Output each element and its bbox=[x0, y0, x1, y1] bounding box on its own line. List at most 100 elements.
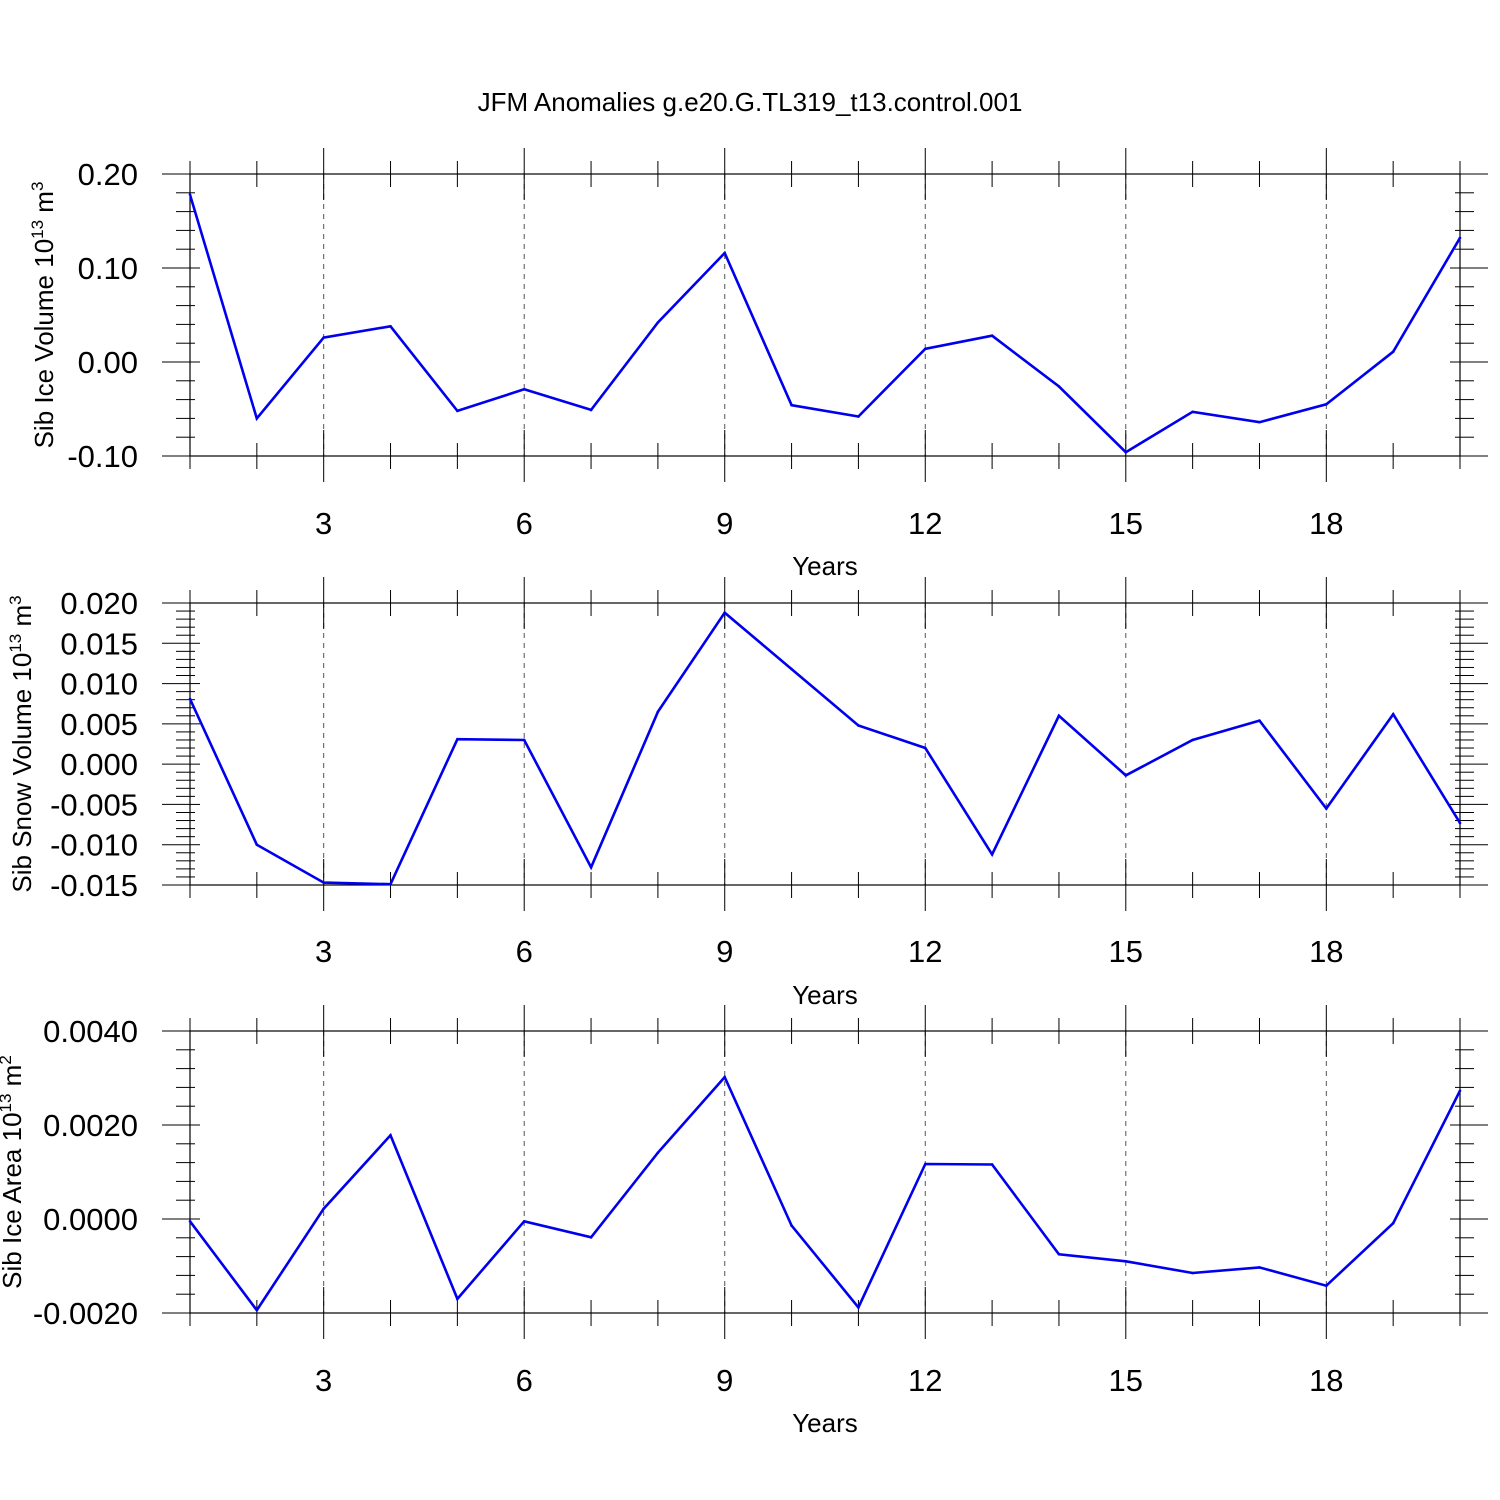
y-tick-label: 0.00 bbox=[78, 345, 138, 380]
data-point bbox=[389, 882, 392, 886]
data-point bbox=[522, 738, 526, 742]
x-tick-label: 12 bbox=[908, 934, 942, 969]
data-point bbox=[255, 843, 259, 847]
x-tick-label: 18 bbox=[1309, 1363, 1343, 1398]
data-point bbox=[255, 1308, 259, 1312]
data-point bbox=[656, 321, 660, 324]
data-point bbox=[723, 251, 727, 255]
y-tick-label: -0.0020 bbox=[33, 1296, 138, 1331]
data-point bbox=[456, 409, 459, 413]
x-tick-label: 15 bbox=[1109, 1363, 1143, 1398]
y-tick-label: 0.000 bbox=[60, 747, 138, 782]
data-point bbox=[589, 408, 593, 412]
y-tick-label: 0.20 bbox=[78, 157, 138, 192]
x-tick-label: 12 bbox=[908, 1363, 942, 1398]
data-point bbox=[990, 334, 994, 337]
data-point bbox=[389, 1134, 392, 1137]
data-point bbox=[1258, 420, 1261, 424]
x-axis-label: Years bbox=[792, 980, 858, 1010]
x-tick-label: 9 bbox=[716, 506, 733, 541]
series-line bbox=[190, 1074, 1460, 1313]
x-axis-label: Years bbox=[792, 1408, 858, 1438]
series-line bbox=[190, 610, 1460, 886]
data-point bbox=[1258, 1266, 1261, 1269]
data-point bbox=[790, 403, 793, 407]
x-tick-label: 18 bbox=[1309, 934, 1343, 969]
data-point bbox=[1057, 385, 1061, 388]
data-point bbox=[1458, 236, 1462, 240]
data-point bbox=[1124, 774, 1128, 777]
data-point bbox=[857, 1306, 860, 1309]
data-point bbox=[1391, 1221, 1395, 1225]
data-point bbox=[790, 667, 793, 671]
series-line bbox=[190, 194, 1460, 454]
chart-title: JFM Anomalies g.e20.G.TL319_t13.control.… bbox=[478, 87, 1023, 117]
data-point bbox=[723, 1075, 727, 1079]
data-point bbox=[322, 881, 325, 884]
data-point bbox=[790, 1224, 793, 1227]
x-tick-label: 18 bbox=[1309, 506, 1343, 541]
panel-3: -0.0020 0.0000 0.0020 0.0040 3 6 9 12 15 18 Years S… bbox=[0, 1005, 1488, 1438]
data-point bbox=[522, 387, 526, 391]
data-point bbox=[188, 697, 192, 701]
y-tick-label: 0.10 bbox=[78, 251, 138, 286]
data-point bbox=[1191, 410, 1194, 414]
data-point bbox=[923, 746, 927, 750]
data-point bbox=[322, 1207, 325, 1210]
data-point bbox=[1325, 403, 1328, 406]
x-tick-label: 15 bbox=[1109, 506, 1143, 541]
data-point bbox=[1458, 821, 1462, 825]
x-tick-label: 6 bbox=[516, 934, 533, 969]
data-point bbox=[656, 710, 660, 714]
y-tick-label: -0.010 bbox=[50, 828, 138, 863]
y-tick-label: 0.0020 bbox=[43, 1108, 138, 1143]
data-point bbox=[1258, 719, 1261, 722]
data-point bbox=[1124, 450, 1128, 454]
y-tick-label: 0.015 bbox=[60, 626, 138, 661]
data-point bbox=[1191, 1271, 1194, 1275]
data-point bbox=[923, 347, 927, 351]
y-tick-label: 0.0000 bbox=[43, 1202, 138, 1237]
y-axis-label: Sib Snow Volume 1013 m3 bbox=[6, 595, 37, 892]
plot-frame bbox=[189, 173, 1461, 457]
data-point bbox=[589, 865, 593, 869]
plot-frame bbox=[189, 1030, 1461, 1314]
data-point bbox=[857, 724, 860, 727]
x-tick-label: 9 bbox=[716, 1363, 733, 1398]
data-point bbox=[1325, 1284, 1328, 1288]
y-tick-label: 0.005 bbox=[60, 707, 138, 742]
x-tick-label: 15 bbox=[1109, 934, 1143, 969]
data-point bbox=[857, 415, 860, 418]
x-tick-label: 3 bbox=[315, 506, 332, 541]
data-point bbox=[656, 1151, 660, 1155]
y-tick-label: 0.0040 bbox=[43, 1014, 138, 1049]
panels: -0.10 0.00 0.10 0.20 3 6 9 12 15 18 Years Sib Ice V… bbox=[0, 148, 1488, 1438]
plot-frame bbox=[189, 602, 1461, 886]
data-point bbox=[522, 1220, 526, 1223]
data-point bbox=[456, 1297, 459, 1301]
data-point bbox=[389, 324, 392, 328]
data-point bbox=[1325, 807, 1328, 810]
x-tick-label: 6 bbox=[516, 1363, 533, 1398]
data-point bbox=[1391, 712, 1395, 716]
data-point bbox=[1124, 1260, 1128, 1263]
data-point bbox=[589, 1236, 593, 1239]
data-point bbox=[923, 1162, 927, 1166]
data-point bbox=[1191, 738, 1194, 742]
data-point bbox=[255, 417, 259, 420]
data-point bbox=[188, 1220, 192, 1223]
y-axis-label: Sib Ice Area 1013 m2 bbox=[0, 1055, 27, 1289]
data-point bbox=[322, 336, 325, 339]
y-tick-label: -0.10 bbox=[67, 439, 138, 474]
x-tick-label: 6 bbox=[516, 506, 533, 541]
data-point bbox=[990, 853, 994, 856]
data-point bbox=[456, 737, 459, 741]
panel-2: -0.015 -0.010 -0.005 0.000 0.005 0.010 0.015 0.… bbox=[6, 577, 1488, 1010]
y-tick-label: 0.010 bbox=[60, 667, 138, 702]
y-tick-label: 0.020 bbox=[60, 586, 138, 621]
panel-1: -0.10 0.00 0.10 0.20 3 6 9 12 15 18 Years Sib Ice V… bbox=[28, 148, 1488, 581]
data-point bbox=[723, 611, 727, 614]
data-point bbox=[1057, 1252, 1061, 1256]
x-axis-label: Years bbox=[792, 551, 858, 581]
